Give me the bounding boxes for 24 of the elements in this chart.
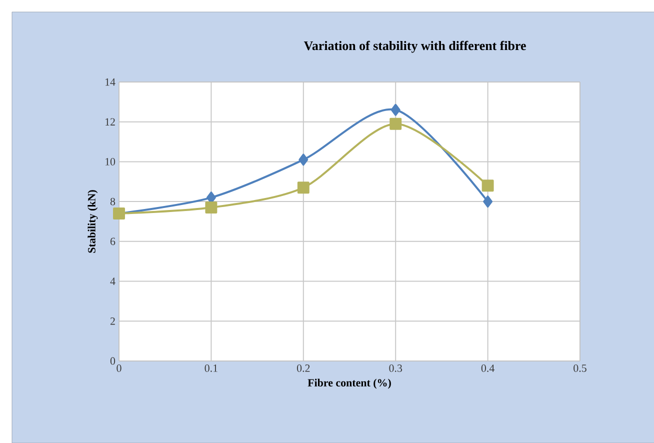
x-tick-label: 0.4 bbox=[481, 364, 494, 372]
y-tick-label: 12 bbox=[105, 118, 115, 126]
y-tick-label: 8 bbox=[110, 198, 116, 206]
y-tick-label: 10 bbox=[105, 158, 116, 166]
point bbox=[390, 104, 400, 116]
point bbox=[297, 182, 310, 194]
point bbox=[298, 154, 308, 166]
x-tick-label: 0.1 bbox=[204, 364, 218, 372]
y-tick-label: 0 bbox=[110, 357, 116, 365]
x-tick-label: 0.3 bbox=[389, 364, 402, 372]
x-tick-label: 0.5 bbox=[574, 364, 586, 372]
y-tick-label: 4 bbox=[110, 278, 116, 285]
x-axis-title: Fibre content (%) bbox=[308, 378, 391, 389]
point bbox=[205, 202, 218, 214]
y-tick-label: 2 bbox=[110, 318, 115, 325]
point bbox=[483, 196, 493, 208]
point bbox=[482, 180, 494, 192]
y-axis-title: Stability (kN) bbox=[88, 190, 98, 253]
x-tick-label: 0.2 bbox=[296, 364, 310, 372]
point bbox=[390, 118, 402, 130]
y-tick-label: 14 bbox=[105, 78, 116, 86]
chart-title: Variation of stability with different fibre bbox=[304, 40, 526, 53]
x-tick-label: 0 bbox=[116, 364, 122, 372]
y-tick-label: 6 bbox=[110, 238, 116, 246]
